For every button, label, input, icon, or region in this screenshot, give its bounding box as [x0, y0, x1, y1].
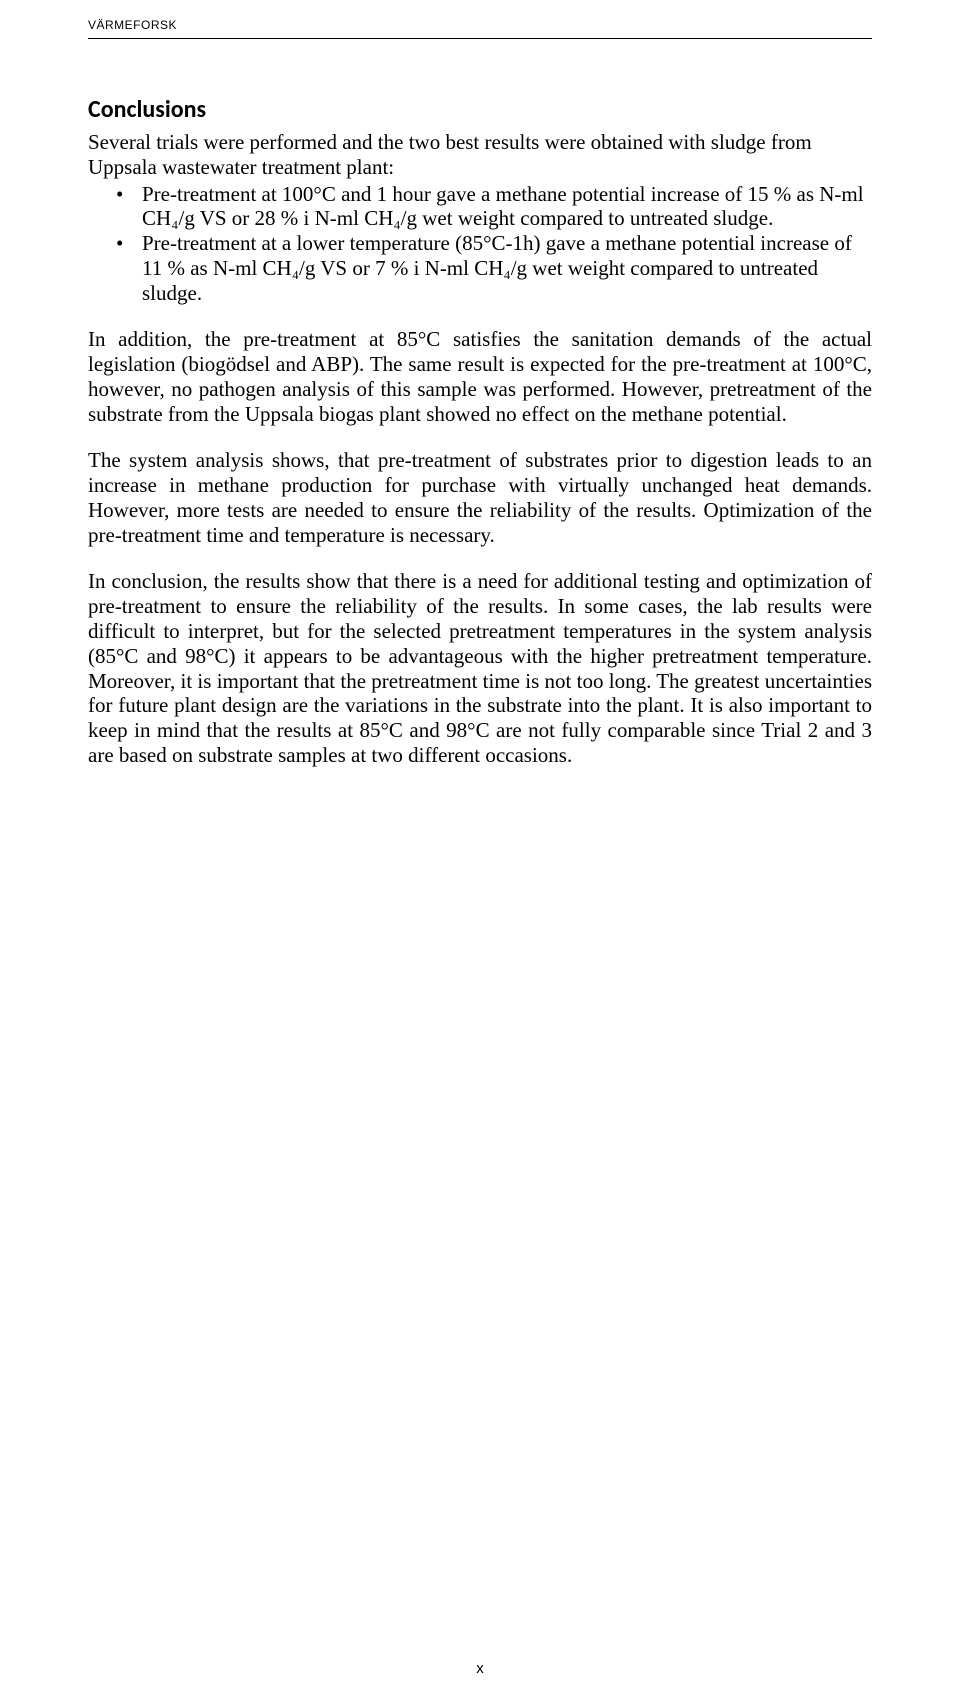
- list-item: Pre-treatment at 100°C and 1 hour gave a…: [142, 182, 872, 232]
- bullet-list: Pre-treatment at 100°C and 1 hour gave a…: [88, 182, 872, 306]
- header-label: VÄRMEFORSK: [88, 18, 872, 32]
- body-paragraph: The system analysis shows, that pre-trea…: [88, 448, 872, 547]
- intro-text: Several trials were performed and the tw…: [88, 130, 872, 180]
- section-title: Conclusions: [88, 95, 872, 124]
- body-paragraph: In conclusion, the results show that the…: [88, 569, 872, 767]
- body-paragraph: In addition, the pre-treatment at 85°C s…: [88, 327, 872, 426]
- page-number: x: [0, 1660, 960, 1677]
- document-page: VÄRMEFORSK Conclusions Several trials we…: [0, 0, 960, 1701]
- list-item: Pre-treatment at a lower temperature (85…: [142, 231, 872, 305]
- header-rule: [88, 38, 872, 39]
